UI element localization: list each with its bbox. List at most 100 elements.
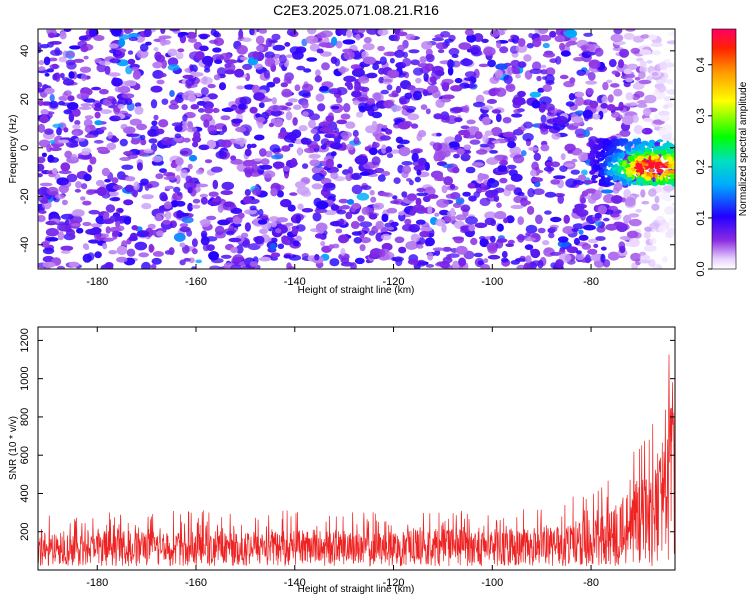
heatmap-cell: [458, 257, 466, 267]
heatmap-cell: [281, 88, 293, 98]
heatmap-cell: [363, 36, 372, 44]
heatmap-cell: [38, 42, 42, 50]
heatmap-cell: [578, 229, 584, 235]
heatmap-cell: [179, 223, 189, 228]
heatmap-cell: [151, 257, 162, 265]
heatmap-cell: [613, 29, 623, 35]
heatmap-cell: [200, 113, 213, 122]
heatmap-cell: [510, 173, 523, 182]
heatmap-cell: [258, 102, 265, 109]
heatmap-cell: [221, 181, 235, 191]
heatmap-cell: [532, 188, 545, 195]
heatmap-cell: [482, 134, 489, 144]
heatmap-cell: [565, 101, 575, 107]
heatmap-cell: [270, 109, 282, 117]
heatmap-cell: [425, 108, 431, 115]
heatmap-cell: [134, 241, 148, 251]
heatmap-cell: [100, 109, 113, 114]
heatmap-cell: [93, 35, 105, 41]
heatmap-cell: [342, 135, 349, 141]
heatmap-cell: [175, 174, 181, 185]
heatmap-cell: [319, 127, 332, 132]
heatmap-signal-cell: [664, 169, 669, 175]
heatmap-cell: [81, 73, 87, 82]
heatmap-cell: [50, 49, 63, 56]
heatmap-cell: [298, 125, 308, 132]
heatmap-cell: [424, 63, 434, 72]
heatmap-cell: [119, 157, 131, 161]
heatmap-cell: [408, 49, 420, 54]
heatmap-cell: [292, 240, 300, 247]
heatmap-cell: [567, 150, 573, 154]
heatmap-cell: [479, 236, 486, 240]
heatmap-cell: [433, 113, 443, 120]
heatmap-cell: [477, 188, 487, 193]
heatmap-cell: [583, 32, 593, 37]
heatmap-cell: [270, 252, 281, 258]
heatmap-cell: [314, 208, 328, 213]
heatmap-cell: [361, 86, 370, 93]
heatmap-cell: [185, 78, 195, 87]
heatmap-cell: [38, 215, 46, 223]
heatmap-cell: [344, 81, 353, 87]
heatmap-cell: [467, 126, 480, 134]
heatmap-cell: [260, 158, 270, 166]
heatmap-cell: [611, 111, 621, 118]
heatmap-signal-cell: [661, 172, 667, 176]
heatmap-cell: [651, 72, 659, 77]
heatmap-cell: [38, 173, 43, 178]
heatmap-cell: [116, 245, 128, 255]
heatmap-cell: [179, 226, 191, 233]
heatmap-cell: [436, 198, 449, 208]
heatmap-signal-cell: [641, 159, 647, 163]
heatmap-cell: [378, 249, 386, 257]
heatmap-cell: [82, 200, 92, 206]
heatmap-cell: [156, 230, 164, 237]
heatmap-cell: [79, 66, 92, 73]
heatmap-cell: [38, 210, 47, 214]
heatmap-cell: [623, 214, 632, 224]
heatmap-signal-cell: [620, 141, 625, 146]
heatmap-cell: [570, 169, 580, 175]
heatmap-cell: [571, 158, 578, 163]
heatmap-cell: [447, 59, 454, 69]
heatmap-cell: [391, 257, 397, 261]
heatmap-cell: [517, 216, 524, 226]
heatmap-signal-cell: [627, 155, 634, 161]
heatmap-cell: [494, 211, 507, 220]
heatmap-cell: [102, 212, 110, 221]
heatmap-cell: [351, 184, 363, 195]
heatmap-cell: [368, 213, 378, 220]
heatmap-signal-cell: [631, 181, 638, 185]
heatmap-signal-cell: [591, 175, 599, 179]
heatmap-cell: [399, 97, 407, 105]
heatmap-cell: [305, 35, 319, 44]
heatmap-signal-cell: [613, 140, 620, 145]
heatmap-cell: [619, 48, 630, 58]
heatmap-cell: [62, 78, 75, 86]
heatmap-cell: [201, 55, 214, 66]
heatmap-cell: [404, 218, 412, 225]
heatmap-cell: [77, 40, 88, 47]
heatmap-cell: [555, 115, 568, 126]
x-tick-label: -120: [383, 577, 405, 589]
heatmap-cell: [57, 139, 70, 144]
heatmap-cell: [243, 196, 252, 205]
heatmap-cell: [155, 214, 163, 222]
heatmap-cell: [249, 106, 258, 114]
heatmap-cell: [478, 63, 489, 68]
heatmap-cell: [405, 33, 416, 41]
heatmap-cell: [641, 127, 653, 135]
heatmap-cell: [180, 169, 189, 179]
heatmap-signal-cell: [627, 141, 634, 147]
heatmap-cell: [338, 198, 349, 204]
heatmap-cell: [387, 226, 394, 231]
heatmap-cell: [564, 143, 576, 152]
heatmap-cell: [558, 249, 566, 255]
heatmap-cell: [458, 42, 472, 50]
heatmap-signal-cell: [622, 181, 628, 186]
heatmap-cell: [619, 129, 631, 137]
heatmap-cell: [87, 164, 93, 173]
heatmap-cell: [420, 226, 433, 232]
heatmap-cell: [571, 228, 579, 232]
